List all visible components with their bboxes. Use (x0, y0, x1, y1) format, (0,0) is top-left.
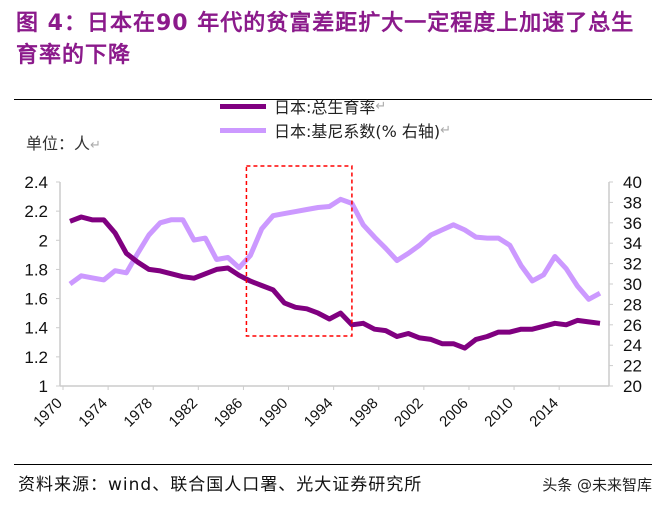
left-tick-label: 1.2 (24, 348, 48, 367)
legend-label: 日本:基尼系数(% 右轴) (274, 122, 441, 141)
right-tick-label: 40 (623, 173, 642, 192)
top-divider (14, 99, 652, 100)
watermark: 头条 @未来智库 (542, 476, 652, 494)
x-tick-label: 2014 (526, 395, 562, 431)
right-tick-label: 26 (623, 316, 642, 335)
series-line (68, 196, 602, 302)
right-tick-label: 36 (623, 214, 642, 233)
right-tick-label: 34 (623, 234, 642, 253)
left-tick-label: 1.4 (24, 319, 48, 338)
source-note: 资料来源：wind、联合国人口署、光大证券研究所 (18, 475, 423, 495)
x-tick-label: 1982 (166, 395, 202, 431)
x-tick-label: 1970 (30, 395, 66, 431)
legend-swatch (220, 103, 266, 109)
x-tick-label: 1986 (211, 395, 247, 431)
left-tick-label: 2.2 (24, 202, 48, 221)
x-tick-label: 1974 (75, 395, 111, 431)
left-tick-label: 2 (39, 231, 48, 250)
legend-label: 日本:总生育率 (274, 98, 376, 117)
bottom-divider (14, 464, 652, 465)
right-tick-label: 28 (623, 295, 642, 314)
right-tick-label: 24 (623, 336, 642, 355)
x-tick-label: 1998 (346, 395, 382, 431)
highlight-box (245, 165, 353, 337)
right-tick-label: 30 (623, 275, 642, 294)
legend-item-gini: 日本:基尼系数(% 右轴) ↵ (220, 118, 451, 142)
right-tick-label: 20 (623, 377, 642, 396)
x-tick-label: 2006 (436, 395, 472, 431)
right-tick-label: 32 (623, 255, 642, 274)
x-tick-label: 1994 (301, 395, 337, 431)
x-tick-label: 1990 (256, 395, 292, 431)
legend-item-fertility: 日本:总生育率 ↵ (220, 94, 386, 118)
left-tick-label: 1 (39, 377, 48, 396)
x-tick-label: 1978 (120, 395, 156, 431)
unit-label: 单位：人↵ (26, 134, 101, 153)
x-tick-label: 2002 (391, 395, 427, 431)
series-line (69, 214, 601, 351)
left-tick-label: 1.6 (24, 290, 48, 309)
left-tick-label: 2.4 (24, 173, 48, 192)
figure-title: 图 4：日本在90 年代的贫富差距扩大一定程度上加速了总生育率的下降 (16, 11, 635, 68)
left-tick-label: 1.8 (24, 260, 48, 279)
legend-swatch (220, 127, 266, 133)
right-tick-label: 22 (623, 357, 642, 376)
right-tick-label: 38 (623, 193, 642, 212)
x-tick-label: 2010 (481, 395, 517, 431)
